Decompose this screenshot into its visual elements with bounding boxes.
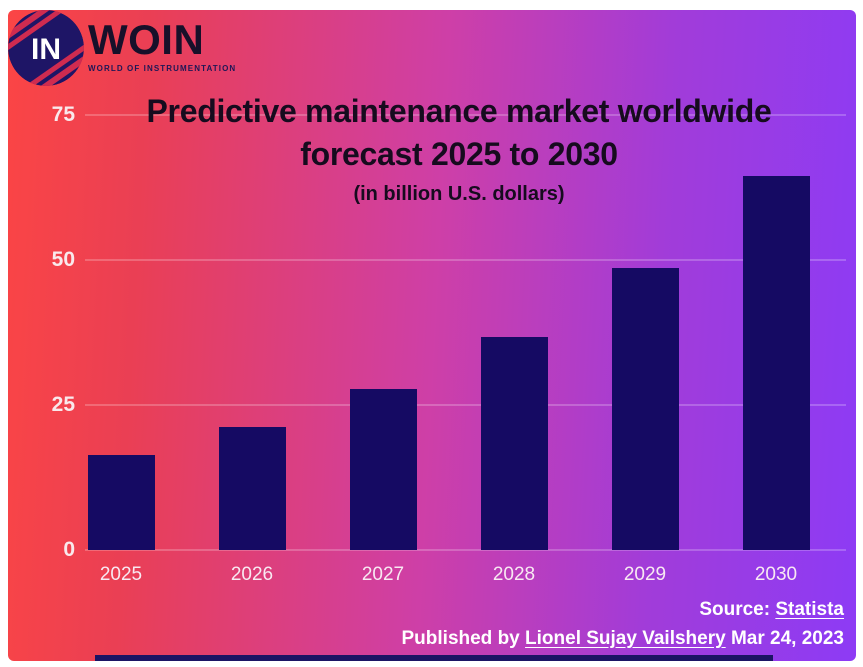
bar-2028	[480, 337, 548, 550]
chart-title-block: Predictive maintenance market worldwide f…	[78, 90, 840, 207]
x-axis-label-2030: 2030	[754, 564, 798, 585]
y-axis-label-75: 75	[51, 103, 75, 126]
bar-2025	[87, 455, 155, 550]
chart-subtitle: (in billion U.S. dollars)	[353, 183, 565, 205]
published-prefix: Published by	[401, 628, 520, 649]
woin-logo-icon: IN	[8, 10, 84, 86]
bar-2027	[349, 388, 417, 550]
footer-strip	[95, 655, 773, 661]
chart-title-line: forecast 2025 to 2030	[300, 136, 618, 172]
bar-2029	[611, 268, 679, 550]
logo-in-text: IN	[31, 33, 61, 66]
published-date: Mar 24, 2023	[730, 628, 844, 649]
y-axis-label-25: 25	[51, 393, 75, 416]
chart-title-line: Predictive maintenance market worldwide	[146, 93, 772, 129]
source-prefix: Source:	[699, 599, 771, 620]
gridline-50	[85, 259, 846, 261]
x-axis-label-2028: 2028	[492, 564, 536, 585]
x-axis-label-2025: 2025	[99, 564, 143, 585]
x-axis-label-2026: 2026	[230, 564, 274, 585]
bar-2026	[218, 427, 286, 550]
x-axis-label-2029: 2029	[623, 564, 667, 585]
x-axis-label-2027: 2027	[361, 564, 405, 585]
chart-title: Predictive maintenance market worldwide f…	[78, 90, 840, 176]
published-line: Published by Lionel Sujay Vailshery Mar …	[402, 627, 845, 651]
author-link[interactable]: Lionel Sujay Vailshery	[525, 628, 726, 649]
y-axis-label-0: 0	[63, 538, 75, 561]
gridline-75	[85, 114, 846, 116]
logo-tagline: WORLD OF INSTRUMENTATION	[88, 64, 237, 73]
logo-name: WOIN	[88, 16, 205, 63]
in-circle-icon: IN	[8, 10, 84, 86]
bar-chart-plot-area: 0 25 50 75 2025 2026 2027 2028 2029 2030	[8, 10, 856, 661]
logo-text: WOIN WORLD OF INSTRUMENTATION	[88, 16, 237, 74]
gridline-25	[85, 404, 846, 406]
infographic-card: IN WOIN WORLD OF INSTRUMENTATION Predict…	[8, 10, 856, 661]
source-line: Source: Statista	[699, 598, 844, 622]
source-link[interactable]: Statista	[775, 599, 844, 620]
y-axis-label-50: 50	[51, 248, 75, 271]
woin-logo: IN WOIN WORLD OF INSTRUMENTATION	[8, 10, 236, 86]
bar-2030	[742, 175, 810, 550]
gridline-0	[85, 549, 846, 551]
